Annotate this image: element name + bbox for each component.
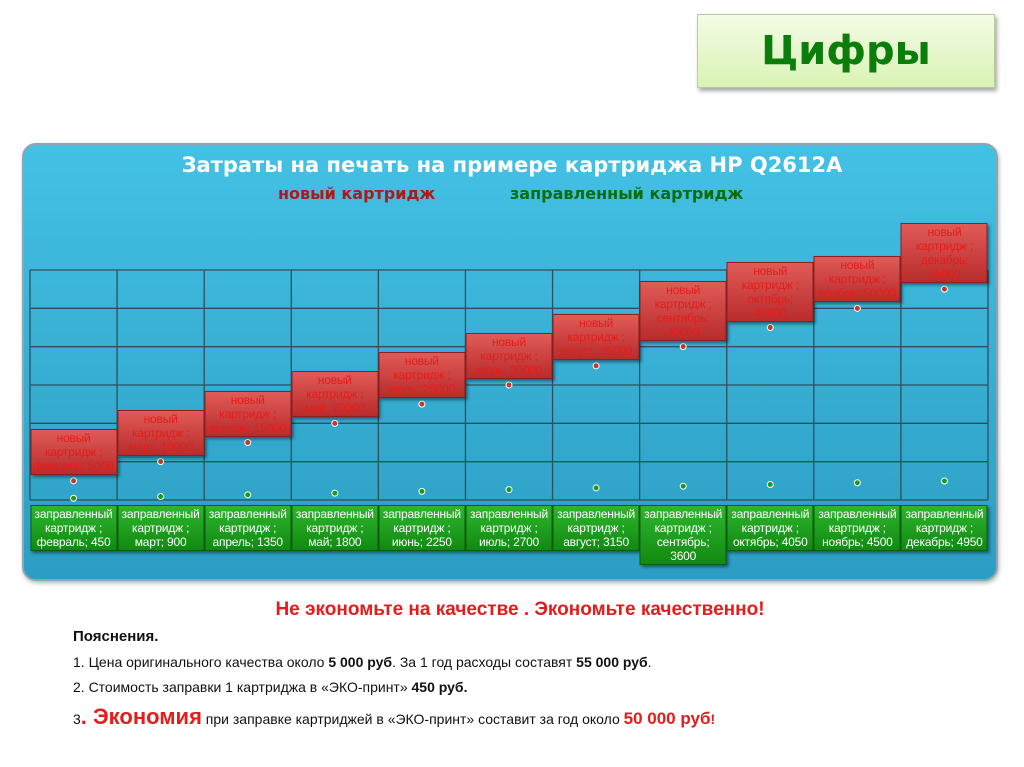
data-point-refilled-cartridge xyxy=(157,493,165,501)
data-label-new-cartridge: новый картридж ; март; 10000 xyxy=(117,409,205,456)
legend-refilled-cartridge: заправленный картридж xyxy=(510,184,744,203)
data-point-new-cartridge xyxy=(505,381,513,389)
data-label-refilled-cartridge: заправленный картридж ; май; 1800 xyxy=(291,505,379,551)
data-point-refilled-cartridge xyxy=(679,482,687,490)
data-point-refilled-cartridge xyxy=(766,480,774,488)
data-point-new-cartridge xyxy=(679,343,687,351)
data-label-refilled-cartridge: заправленный картридж ; октябрь; 4050 xyxy=(726,505,814,551)
data-label-new-cartridge: новый картридж ; июль; 30000 xyxy=(465,333,553,379)
slogan: Не экономьте на качестве . Экономьте кач… xyxy=(275,599,765,620)
data-point-refilled-cartridge xyxy=(331,489,339,497)
data-label-refilled-cartridge: заправленный картридж ; сентябрь; 3600 xyxy=(639,505,727,565)
data-point-refilled-cartridge xyxy=(505,486,513,494)
legend-new-cartridge: новый картридж xyxy=(278,184,436,203)
data-point-refilled-cartridge xyxy=(70,494,78,502)
data-point-refilled-cartridge xyxy=(244,491,252,499)
data-label-new-cartridge: новый картридж ; ноябрь; 50000 xyxy=(813,256,901,303)
slide-heading: Цифры xyxy=(761,28,931,74)
data-label-refilled-cartridge: заправленный картридж ; июль; 2700 xyxy=(465,505,553,551)
notes-title: Пояснения. xyxy=(73,628,159,645)
data-point-new-cartridge xyxy=(331,419,339,427)
data-point-new-cartridge xyxy=(418,400,426,408)
data-point-refilled-cartridge xyxy=(940,477,948,485)
data-point-refilled-cartridge xyxy=(418,487,426,495)
data-label-new-cartridge: новый картридж ; июнь; 25000 xyxy=(378,352,466,399)
data-point-new-cartridge xyxy=(157,458,165,466)
note-3: 3. Экономия при заправке картриджей в «Э… xyxy=(73,704,716,729)
data-label-refilled-cartridge: заправленный картридж ; август; 3150 xyxy=(552,505,640,551)
data-label-new-cartridge: новый картридж ; май; 20000 xyxy=(291,371,379,418)
data-label-refilled-cartridge: заправленный картридж ; март; 900 xyxy=(117,505,205,551)
data-label-new-cartridge: новый картридж ; октябрь; 45000 xyxy=(726,261,814,322)
data-label-new-cartridge: новый картридж ; декабрь; 55000 xyxy=(900,223,988,284)
slide-heading-box: Цифры xyxy=(697,14,995,88)
data-label-new-cartridge: новый картридж ; апрель; 15000 xyxy=(204,390,292,437)
data-point-new-cartridge xyxy=(766,324,774,331)
data-point-refilled-cartridge xyxy=(592,484,600,492)
note-1: 1. Цена оригинального качества около 5 0… xyxy=(73,654,652,670)
data-point-new-cartridge xyxy=(244,439,252,446)
note-2: 2. Стоимость заправки 1 картриджа в «ЭКО… xyxy=(73,679,468,695)
data-label-refilled-cartridge: заправленный картридж ; декабрь; 4950 xyxy=(900,505,988,551)
data-label-refilled-cartridge: заправленный картридж ; ноябрь; 4500 xyxy=(813,505,901,551)
data-label-refilled-cartridge: заправленный картридж ; апрель; 1350 xyxy=(204,505,292,551)
data-label-new-cartridge: новый картридж ; август; 35000 xyxy=(552,313,640,360)
data-point-new-cartridge xyxy=(592,362,600,370)
data-point-new-cartridge xyxy=(853,304,861,312)
data-point-new-cartridge xyxy=(940,285,948,293)
data-point-new-cartridge xyxy=(70,477,78,485)
data-label-refilled-cartridge: заправленный картридж ; февраль; 450 xyxy=(30,505,118,551)
chart-title: Затраты на печать на примере картриджа H… xyxy=(181,153,843,177)
data-label-new-cartridge: новый картридж ; февраль; 5000 xyxy=(30,428,118,475)
data-point-refilled-cartridge xyxy=(853,479,861,487)
data-label-new-cartridge: новый картридж ; сентябрь; 40000 xyxy=(639,280,727,341)
data-label-refilled-cartridge: заправленный картридж ; июнь; 2250 xyxy=(378,505,466,551)
